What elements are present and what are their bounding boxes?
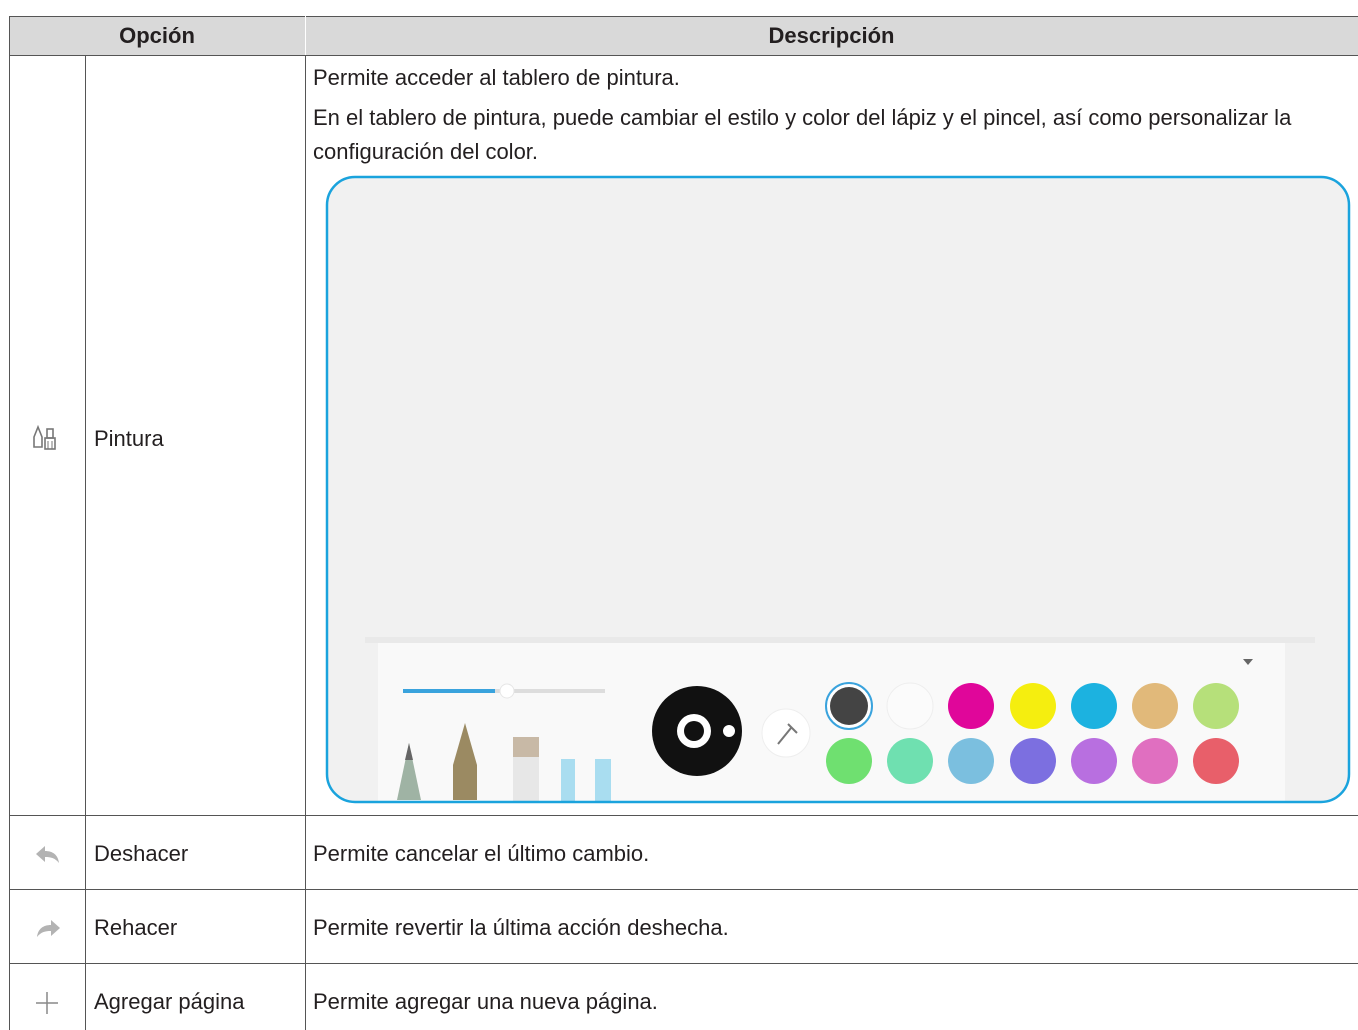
option-name: Pintura: [94, 426, 164, 451]
description: Permite cancelar el último cambio.: [313, 841, 650, 866]
option-name: Deshacer: [94, 841, 189, 866]
option-name: Rehacer: [94, 915, 178, 940]
description: Permite revertir la última acción deshec…: [313, 915, 729, 940]
description: Permite acceder al tablero de pintura.: [313, 65, 680, 90]
add-icon: [36, 992, 58, 1014]
header-description: Descripción: [768, 23, 895, 48]
rule: [9, 963, 1358, 964]
header-option: Opción: [119, 23, 195, 48]
description: Permite agregar una nueva página.: [313, 989, 658, 1014]
paint-icon: [33, 425, 56, 450]
rule: [9, 815, 1358, 816]
header-bg: [9, 16, 1358, 55]
paint-board-screenshot: [325, 175, 1351, 804]
description: En el tablero de pintura, puede cambiar …: [313, 105, 1292, 164]
rule: [305, 16, 306, 55]
option-name: Agregar página: [94, 989, 245, 1014]
rule: [85, 55, 86, 1030]
rule: [9, 16, 10, 1030]
rule: [9, 16, 1358, 17]
rule: [9, 55, 1358, 56]
undo-icon: [36, 846, 59, 863]
rule: [9, 889, 1358, 890]
rule: [305, 16, 306, 1030]
redo-icon: [37, 920, 60, 937]
